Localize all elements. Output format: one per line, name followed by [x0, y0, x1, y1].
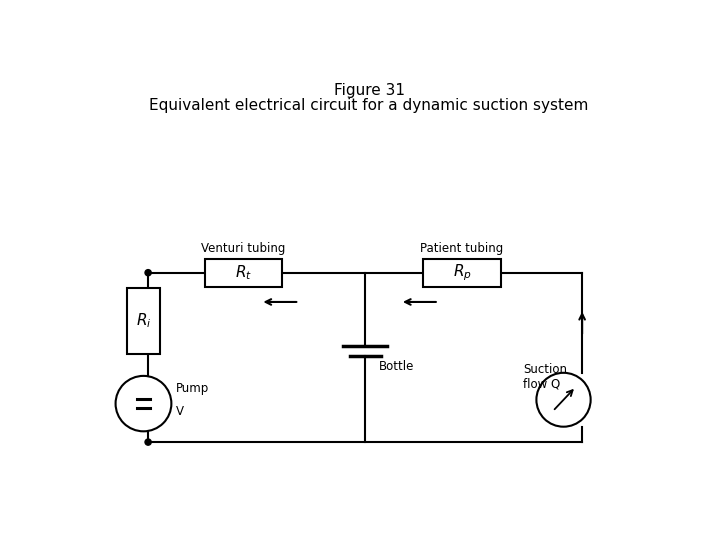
Circle shape — [145, 439, 151, 445]
Text: $R_i$: $R_i$ — [136, 312, 151, 330]
Text: Pump: Pump — [176, 382, 210, 395]
Text: Figure 31: Figure 31 — [333, 83, 405, 98]
Text: Suction
flow Q: Suction flow Q — [523, 363, 567, 390]
Circle shape — [116, 376, 171, 431]
Circle shape — [536, 373, 590, 427]
Text: Venturi tubing: Venturi tubing — [202, 241, 286, 254]
Bar — [423, 259, 500, 287]
Circle shape — [145, 269, 151, 276]
Text: $R_p$: $R_p$ — [453, 262, 472, 283]
Text: Bottle: Bottle — [379, 360, 414, 373]
Bar — [204, 259, 282, 287]
Text: Equivalent electrical circuit for a dynamic suction system: Equivalent electrical circuit for a dyna… — [149, 98, 589, 113]
Bar — [127, 288, 160, 354]
Text: V: V — [176, 405, 184, 418]
Text: Patient tubing: Patient tubing — [420, 241, 503, 254]
Text: $R_t$: $R_t$ — [235, 264, 252, 282]
